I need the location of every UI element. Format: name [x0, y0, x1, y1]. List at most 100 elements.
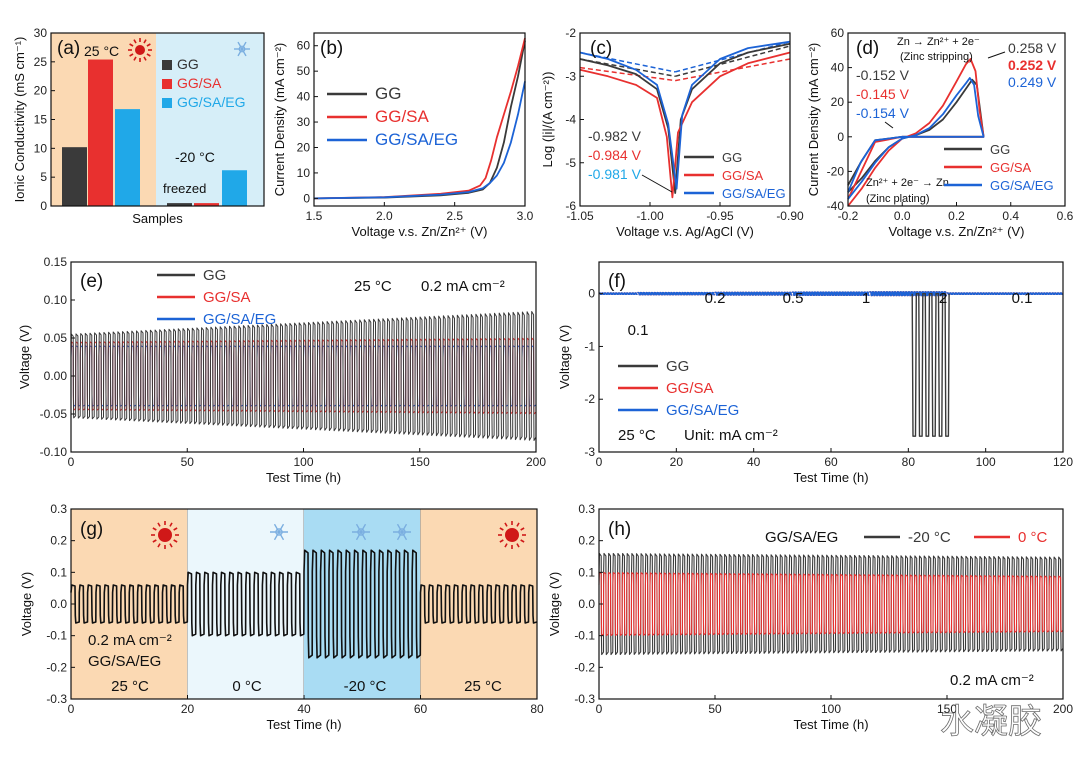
x-tick-label: 150 — [410, 455, 430, 469]
y-tick-label: 60 — [831, 26, 845, 40]
sun-ray — [143, 56, 147, 61]
x-tick-label: 100 — [293, 455, 313, 469]
y-tick-label: 0.15 — [44, 255, 68, 269]
y-tick-label: -40 — [827, 199, 845, 213]
y-tick-label: -20 — [827, 164, 845, 178]
snowflake-icon — [234, 41, 250, 57]
legend-swatch — [162, 60, 172, 70]
y-axis-label: Voltage (V) — [19, 572, 34, 636]
y-tick-label: 0 — [40, 199, 47, 213]
y-tick-label: -0.3 — [46, 692, 67, 706]
sun-ray — [504, 543, 508, 548]
y-tick-label: -3 — [584, 445, 595, 459]
y-tick-label: -5 — [565, 156, 576, 170]
y-tick-label: 10 — [34, 141, 48, 155]
sun-ray — [169, 543, 173, 548]
annotation-arrow — [884, 121, 894, 129]
snowflake-arm — [355, 523, 367, 541]
legend-0-text: 0 °C — [1018, 529, 1048, 546]
bar-minus20c-GG/SA — [194, 203, 219, 206]
cold-label: -20 °C — [175, 149, 215, 165]
y-tick-label: 40 — [831, 61, 845, 75]
y-tick-label: 0.1 — [578, 565, 595, 579]
sun-ray — [133, 56, 137, 61]
y-tick-label: -6 — [565, 199, 576, 213]
y-tick-label: -2 — [565, 26, 576, 40]
panel-label: (g) — [80, 519, 103, 540]
segment-label: 0 °C — [232, 678, 262, 695]
y-tick-label: -2 — [584, 392, 595, 406]
bar-minus20c-GG — [167, 203, 192, 206]
y-tick-label: 0.0 — [50, 597, 67, 611]
snowflake-core — [357, 528, 365, 536]
bar-25c-GG — [62, 147, 87, 206]
x-tick-label: 100 — [821, 702, 841, 716]
x-tick-label: 200 — [1053, 702, 1073, 716]
sun-ray — [520, 539, 525, 543]
y-tick-label: 40 — [297, 90, 311, 104]
panel-h: -0.3 -0.2 -0.1 0.0 0.1 0.2 0.3 0 50 100 150 200 Test… — [547, 502, 1073, 732]
corrosion-potential: -0.982 V — [588, 128, 642, 144]
temperature-label: 25 °C — [354, 278, 392, 295]
rate-label: 0.1 — [1012, 290, 1033, 307]
current-label: 0.2 mA cm⁻² — [950, 672, 1034, 689]
y-tick-label: 0.3 — [578, 502, 595, 516]
x-tick-label: 60 — [414, 702, 428, 716]
x-axis-label: Voltage v.s. Zn/Zn²⁺ (V) — [889, 224, 1025, 239]
y-tick-label: -0.05 — [40, 407, 68, 421]
legend-GG/SA-text: GG/SA — [990, 160, 1032, 175]
legend-GG/SA/EG-text: GG/SA/EG — [375, 130, 458, 149]
y-tick-label: 0.1 — [50, 565, 67, 579]
y-tick-label: 20 — [831, 95, 845, 109]
legend-text: GG/SA/EG — [177, 94, 245, 110]
x-tick-label: 0 — [68, 455, 75, 469]
frozen-label: freezed — [163, 181, 206, 196]
y-tick-label: 25 — [34, 55, 48, 69]
nucleation-potential: -0.152 V — [856, 67, 910, 83]
y-tick-label: 0 — [837, 130, 844, 144]
series-GG/SA/EG — [714, 291, 793, 296]
x-axis-label: Test Time (h) — [266, 470, 341, 485]
snowflake-core — [398, 528, 406, 536]
sun-ray — [146, 53, 151, 57]
x-tick-label: -0.2 — [838, 209, 859, 223]
current-label: 0.2 mA cm⁻² — [421, 278, 505, 295]
legend-GG/SA-text: GG/SA — [203, 289, 251, 306]
x-tick-label: 150 — [937, 702, 957, 716]
legend-GG-text: GG — [666, 358, 689, 375]
y-tick-label: 0.05 — [44, 331, 68, 345]
sun-core — [158, 528, 172, 542]
x-axis-label: Voltage v.s. Ag/AgCl (V) — [616, 224, 754, 239]
sun-ray — [129, 53, 134, 57]
y-tick-label: 0.10 — [44, 293, 68, 307]
plating-reaction: Zn²⁺ + 2e⁻ → Zn — [866, 177, 949, 189]
sun-icon — [151, 521, 179, 549]
legend-GG/SA-text: GG/SA — [375, 107, 430, 126]
y-tick-label: 30 — [34, 26, 48, 40]
x-tick-label: 0.4 — [1002, 209, 1019, 223]
y-tick-label: -0.10 — [40, 445, 68, 459]
watermark-text: 水凝胶 — [940, 703, 1042, 741]
x-tick-label: 120 — [1053, 455, 1073, 469]
y-axis-label: Ionic Conductivity (mS cm⁻¹) — [12, 37, 27, 203]
snowflake-core — [238, 45, 246, 53]
panel-a: 0 5 10 15 20 25 30 Samples Ionic Conductivity (m… — [12, 26, 265, 226]
current-label: 0.2 mA cm⁻² — [88, 632, 172, 649]
sun-ray — [157, 522, 161, 527]
x-tick-label: -0.90 — [776, 209, 804, 223]
legend-GG/SA-text: GG/SA — [666, 380, 714, 397]
legend-GG-text: GG — [375, 84, 401, 103]
x-axis-label: Voltage v.s. Zn/Zn²⁺ (V) — [352, 224, 488, 239]
y-tick-label: 50 — [297, 64, 311, 78]
y-tick-label: 0.3 — [50, 502, 67, 516]
panel-g: -0.3 -0.2 -0.1 0.0 0.1 0.2 0.3 0 20 40 60 80 Test Ti… — [19, 502, 544, 732]
y-tick-label: 20 — [34, 84, 48, 98]
panel-f: -3 -2 -1 0 0 20 40 60 80 100 120 Test Time (h) Volta… — [557, 261, 1073, 485]
panel-label: (f) — [608, 271, 626, 292]
sun-ray — [157, 543, 161, 548]
series-GG — [911, 293, 950, 437]
y-tick-label: 0.0 — [578, 597, 595, 611]
rate-label: 2 — [939, 290, 947, 307]
panel-label: (h) — [608, 519, 631, 540]
x-axis-label: Samples — [132, 211, 183, 226]
